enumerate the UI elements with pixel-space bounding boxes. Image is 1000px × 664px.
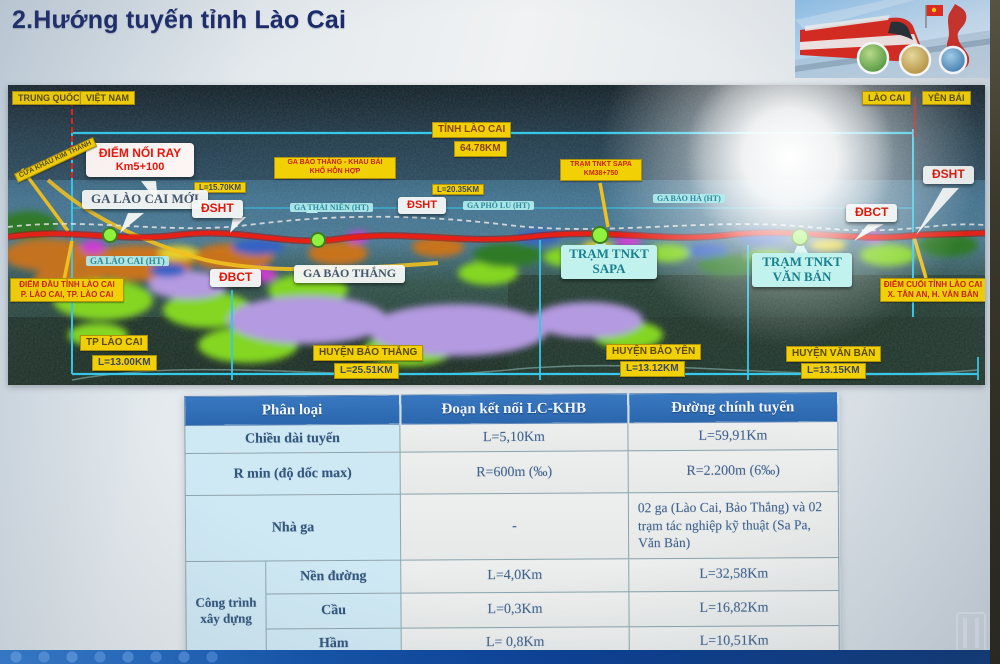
segment-length-label: L=15.70KM — [194, 182, 247, 194]
border-label-viet-nam: VIỆT NAM — [80, 91, 136, 106]
existing-station-bao-ha: GA BẢO HÀ (HT) — [653, 194, 725, 204]
cell-value: R=2.200m (6‰) — [628, 449, 839, 493]
station-tram-van-ban: TRẠM TNKT VĂN BẢN — [752, 253, 852, 287]
col-header-doan-ket-noi: Đoạn kết nối LC-KHB — [399, 393, 628, 425]
rail-junction-callout: ĐIỂM NỐI RAY Km5+100 — [86, 143, 194, 178]
province-length-label: 64.78KM — [454, 141, 507, 157]
page-title: 2.Hướng tuyến tỉnh Lào Cai — [12, 6, 347, 34]
province-label: TỈNH LÀO CAI — [432, 122, 512, 138]
cell-value: L=16,82Km — [628, 590, 840, 627]
district-bao-thang: HUYỆN BẢO THẮNG — [313, 345, 424, 361]
route-start-label: ĐIỂM ĐẦU TỈNH LÀO CAI P. LÀO CAI, TP. LÀ… — [10, 278, 124, 302]
station-tram-sapa: TRẠM TNKT SAPA — [561, 245, 657, 279]
route-comparison-table: Phân loại Đoạn kết nối LC-KHB Đường chín… — [184, 392, 840, 661]
dsht-label: ĐSHT — [192, 200, 243, 218]
col-header-phan-loai: Phân loại — [184, 395, 400, 426]
train-collage-image — [795, 0, 992, 78]
dsht-label: ĐSHT — [923, 166, 974, 184]
cell-value: - — [400, 492, 629, 561]
border-label-lao-cai: LÀO CAI — [862, 91, 911, 106]
row-label: Nền đường — [265, 560, 401, 595]
row-label: Cầu — [265, 593, 402, 630]
group-label-cong-trinh: Công trình xây dựng — [185, 561, 267, 661]
district-length: L=13.15KM — [801, 363, 866, 379]
border-label-trung-quoc: TRUNG QUỐC — [12, 91, 86, 106]
cell-value: L=4,0Km — [400, 558, 629, 594]
table-row: Chiều dài tuyến L=5,10Km L=59,91Km — [184, 421, 839, 454]
station-ga-bao-thang: GA BẢO THẮNG — [294, 265, 406, 283]
row-label: Nhà ga — [185, 494, 401, 562]
cell-value: R=600m (‰) — [400, 450, 629, 495]
route-end-label: ĐIỂM CUỐI TỈNH LÀO CAI X. TÂN AN, H. VĂN… — [880, 278, 985, 302]
cell-value: L=0,3Km — [400, 591, 630, 629]
route-map: TRUNG QUỐC VIỆT NAM LÀO CAI YÊN BÁI TỈNH… — [8, 85, 985, 385]
camera-glare — [685, 85, 895, 262]
table-row: Cầu L=0,3Km L=16,82Km — [186, 590, 840, 630]
rail-junction-line2: Km5+100 — [115, 160, 165, 173]
station-ga-lao-cai-moi: GA LÀO CAI MỚI — [82, 190, 208, 209]
taskbar-strip — [0, 650, 1000, 664]
district-length: L=13.00KM — [92, 355, 157, 371]
district-length: L=13.12KM — [620, 361, 685, 377]
row-label: Chiều dài tuyến — [184, 424, 401, 454]
screen-bezel — [990, 0, 1000, 664]
district-van-ban: HUYỆN VĂN BẢN — [786, 346, 882, 362]
screen-watermark-icon — [956, 612, 986, 654]
cell-value: L=32,58Km — [628, 557, 839, 592]
row-label: R min (độ dốc max) — [185, 452, 401, 496]
col-header-duong-chinh-tuyen: Đường chính tuyến — [627, 392, 838, 423]
sapa-km-label: TRẠM TNKT SAPA KM38+750 — [560, 159, 642, 181]
train-illustration — [795, 0, 992, 78]
district-bao-yen: HUYỆN BẢO YÊN — [606, 344, 702, 360]
dbct-label: ĐBCT — [210, 269, 262, 287]
segment-length-label: L=20.35KM — [432, 184, 485, 196]
table-row: Nhà ga - 02 ga (Lào Cai, Bảo Thắng) và 0… — [185, 491, 839, 562]
table-row: R min (độ dốc max) R=600m (‰) R=2.200m (… — [185, 449, 839, 496]
cell-value: L=5,10Km — [399, 422, 629, 453]
segment-note-label: GA BẢO THẮNG - KHAU BÁI KHỔ HỖN HỢP — [274, 157, 396, 179]
existing-station-lao-cai: GA LÀO CAI (HT) — [86, 256, 169, 267]
district-length: L=25.51KM — [334, 363, 399, 379]
dbct-label: ĐBCT — [846, 204, 898, 222]
existing-station-thai-nien: GA THÁI NIÊN (HT) — [290, 203, 373, 213]
table-row: Công trình xây dựng Nền đường L=4,0Km L=… — [185, 557, 839, 661]
cell-value: L=59,91Km — [627, 421, 839, 451]
rail-junction-line1: ĐIỂM NỐI RAY — [98, 146, 182, 160]
district-tp-lao-cai: TP LÀO CAI — [80, 335, 149, 351]
border-label-yen-bai: YÊN BÁI — [922, 91, 971, 106]
cell-value: 02 ga (Lào Cai, Bảo Thắng) và 02 trạm tá… — [628, 491, 839, 559]
dsht-label: ĐSHT — [398, 197, 446, 214]
existing-station-pho-lu: GA PHỐ LU (HT) — [463, 201, 534, 211]
